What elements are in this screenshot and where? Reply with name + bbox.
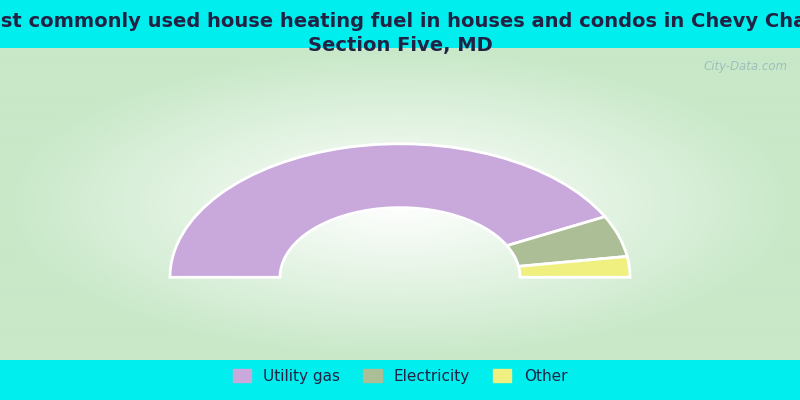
Wedge shape bbox=[518, 256, 630, 277]
Legend: Utility gas, Electricity, Other: Utility gas, Electricity, Other bbox=[228, 364, 572, 388]
Wedge shape bbox=[170, 144, 605, 277]
Wedge shape bbox=[507, 217, 627, 266]
Text: City-Data.com: City-Data.com bbox=[703, 60, 787, 73]
Text: Most commonly used house heating fuel in houses and condos in Chevy Chase
Sectio: Most commonly used house heating fuel in… bbox=[0, 12, 800, 54]
